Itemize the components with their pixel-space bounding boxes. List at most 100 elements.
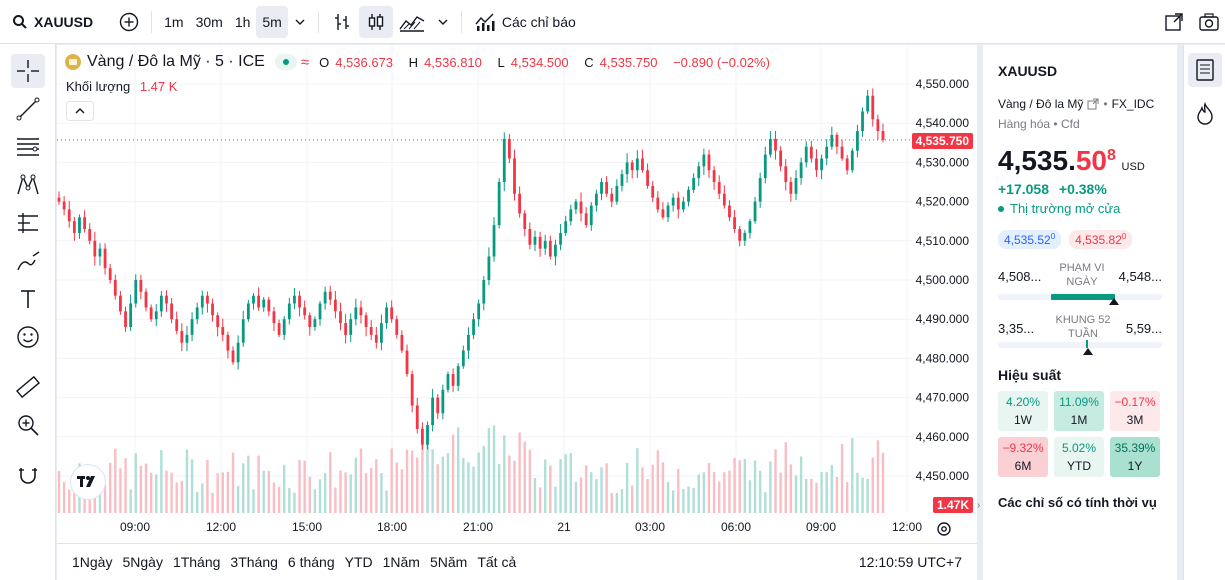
volume-bar [815,482,818,513]
candle-body [236,342,240,363]
candles-button[interactable] [358,5,393,38]
fib-tool[interactable] [11,130,45,164]
external-link-icon[interactable] [1087,98,1099,110]
measure-tool[interactable] [11,370,45,404]
volume-bar [282,464,286,513]
magnet-icon [19,468,37,484]
candle-body [323,291,327,304]
volume-bar [242,463,245,513]
candle-body [308,315,312,328]
right-sidebar [1183,45,1225,580]
bar-chart-button[interactable] [325,6,359,38]
candle-body [385,307,388,324]
panel-toggle-handle[interactable]: › [977,500,981,511]
perf-1m[interactable]: 11.09% 1M [1054,391,1104,431]
tradingview-logo[interactable] [71,465,105,499]
range-3m[interactable]: 3Tháng [230,553,278,570]
text-tool[interactable] [11,282,45,316]
candle-body [528,229,532,245]
volume-bar [303,460,306,513]
volume-bar [308,476,311,513]
volume-bar [707,462,711,513]
compare-button[interactable] [113,6,145,38]
candle-body [630,162,634,171]
range-ytd[interactable]: YTD [344,553,373,570]
ask-badge[interactable]: 4,535.820 [1069,230,1133,249]
hotlist-button[interactable] [1188,97,1222,131]
chart-type-dropdown[interactable] [431,6,455,38]
area-chart-button[interactable] [393,6,431,38]
bid-badge[interactable]: 4,535.520 [998,230,1062,249]
candle-body [497,182,501,226]
interval-5m[interactable]: 5m [256,5,288,38]
range-1d[interactable]: 1Ngày [72,553,113,570]
interval-30m[interactable]: 30m [195,13,223,30]
candle-body [369,327,373,335]
candle-body [62,201,66,210]
volume-value: 1.47 K [139,79,178,94]
candle-body [753,201,757,222]
market-status[interactable]: Thị trường mở cửa [998,201,1162,216]
range-5y[interactable]: 5Năm [429,553,468,570]
zoom-tool[interactable] [11,408,45,442]
pattern-tool[interactable] [11,168,45,202]
symbol-search[interactable]: XAUUSD [6,6,99,38]
details-button[interactable] [1188,53,1222,87]
volume-bar [114,448,117,513]
pattern-icon [17,174,39,195]
panel-symbol[interactable]: XAUUSD [998,63,1058,79]
interval-1m[interactable]: 1m [164,13,184,30]
candle-body [850,150,854,171]
price-axis-label: 4,490.000 [916,312,970,326]
collapse-legend-button[interactable] [66,101,94,121]
candle-body [784,166,788,182]
week52-high: 5,59... [1125,321,1162,336]
candle-body [477,303,481,320]
series-title[interactable]: Vàng / Đô la Mỹ · 5 · ICE [87,53,265,70]
screenshot-button[interactable] [1192,6,1225,38]
candle-body [272,311,276,324]
interval-1h[interactable]: 1h [234,13,251,30]
forecast-tool[interactable] [11,206,45,240]
volume-bar [73,474,76,513]
chart-pane[interactable]: 4,550.000 4,540.000 4,530.000 4,520.000 4,51… [57,45,977,580]
panel-name[interactable]: Vàng / Đô la Mỹ [998,97,1084,111]
fullscreen-button[interactable] [1158,6,1190,38]
brush-tool[interactable] [11,244,45,278]
indicators-label: Các chỉ báo [501,13,576,30]
range-1y[interactable]: 1Năm [382,553,420,570]
price-axis-label: 4,540.000 [916,116,970,130]
candle-body [159,295,163,312]
interval-dropdown[interactable] [288,6,312,38]
perf-ytd[interactable]: 5.02% YTD [1054,437,1104,477]
candle-body [252,295,255,304]
perf-6m[interactable]: −9.32% 6M [998,437,1048,477]
perf-1w[interactable]: 4.20% 1W [998,391,1048,431]
range-all[interactable]: Tất cả [477,553,517,570]
panel-exchange[interactable]: FX_IDC [1111,97,1155,111]
candle-body [845,158,849,171]
price-chart[interactable]: 4,550.000 4,540.000 4,530.000 4,520.000 4,51… [57,45,977,543]
perf-3m[interactable]: −0.17% 3M [1110,391,1160,431]
settings-button[interactable] [935,520,953,538]
time-axis-label: 03:00 [635,520,665,534]
candle-body [467,334,470,351]
range-1m[interactable]: 1Tháng [172,553,221,570]
candle-body [661,209,665,218]
trend-line-tool[interactable] [11,92,45,126]
trend-line-icon [16,97,40,121]
volume-bar [697,474,700,513]
clock[interactable]: 12:10:59 UTC+7 [858,553,962,570]
crosshair-tool[interactable] [11,54,45,88]
magnet-tool[interactable] [11,458,45,492]
candle-body [789,182,793,194]
range-6m[interactable]: 6 tháng [287,553,335,570]
indicators-button[interactable]: Các chỉ báo [468,6,582,38]
volume-bar [758,470,762,513]
seasonal-title[interactable]: Các chỉ số có tính thời vụ [998,495,1157,510]
candle-body [400,334,404,351]
candle-body [149,307,153,320]
perf-1y[interactable]: 35.39% 1Y [1110,437,1160,477]
range-5d[interactable]: 5Ngày [122,553,163,570]
emoji-tool[interactable] [11,320,45,354]
